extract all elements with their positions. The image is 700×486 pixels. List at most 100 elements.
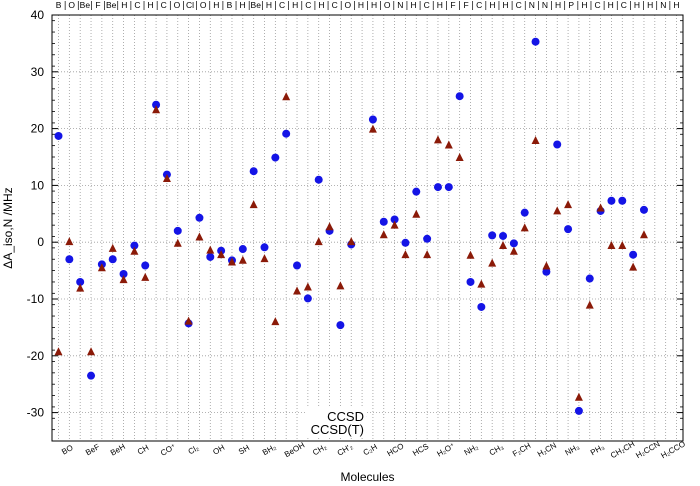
ccsd-point — [130, 241, 139, 250]
ccsd-point — [293, 261, 302, 270]
ccsd-point — [76, 277, 85, 286]
ccsd-point — [87, 371, 96, 380]
y-tick-label: 40 — [31, 8, 45, 22]
legend-background — [306, 408, 366, 438]
ccsd-point — [629, 250, 638, 259]
ccsd-t-point — [184, 316, 193, 325]
top-atom-label: H — [292, 0, 298, 10]
ccsd-point — [282, 129, 291, 138]
ccsd-t-point — [206, 245, 215, 254]
ccsd-point — [477, 302, 486, 311]
ccsd-point — [368, 115, 377, 124]
molecule-label: NH₂ — [463, 442, 480, 457]
top-atom-label: O — [68, 0, 75, 10]
ccsd-t-point — [238, 255, 247, 264]
plot-frame — [51, 14, 684, 442]
molecule-label: BO — [60, 443, 75, 457]
ccsd-point — [488, 231, 497, 240]
ccsd-t-point — [54, 347, 63, 356]
ccsd-t-point — [347, 237, 356, 246]
ccsd-t-point — [574, 392, 583, 401]
top-atom-label: N — [397, 0, 403, 10]
ccsd-point — [607, 196, 616, 205]
ccsd-point — [314, 175, 323, 184]
ccsd-point — [206, 252, 215, 261]
molecule-label: H₂CCO — [659, 439, 687, 460]
molecule-label: C₂H — [362, 442, 379, 457]
ccsd-t-point — [325, 222, 334, 231]
x-axis-title: Molecules — [340, 470, 394, 484]
molecule-label: BeH — [109, 442, 127, 458]
ccsd-point — [249, 167, 258, 176]
ccsd-point — [433, 183, 442, 192]
molecule-label: OH — [211, 443, 226, 457]
ccsd-point — [639, 205, 648, 214]
y-tick-label: 10 — [31, 178, 45, 192]
top-atom-label: H — [673, 0, 679, 10]
ccsd-t-point — [412, 209, 421, 218]
top-atom-label: H — [634, 0, 640, 10]
ccsd-point — [54, 131, 63, 140]
molecule-label: CH₃ — [488, 442, 505, 457]
top-atom-label: H — [410, 0, 416, 10]
ccsd-t-point — [293, 286, 302, 295]
top-atom-label: H — [213, 0, 219, 10]
top-atom-label: C — [476, 0, 482, 10]
top-atom-label: O — [344, 0, 351, 10]
y-tick-label: 20 — [31, 122, 45, 136]
ccsd-point — [423, 234, 432, 243]
top-atom-label: C — [424, 0, 430, 10]
top-atom-label: C — [332, 0, 338, 10]
top-atom-label: C — [279, 0, 285, 10]
ccsd-point — [108, 255, 117, 264]
ccsd-point — [379, 217, 388, 226]
molecule-labels: BO BeF BeH CH CO⁺ Cl₂ OH SH BH₂ BeOH CH₂ CH'₂ C₂H HCO… — [60, 439, 687, 460]
ccsd-t-point — [108, 243, 117, 252]
ccsd-point — [618, 196, 627, 205]
ccsd-t-point — [477, 279, 486, 288]
ccsd-point — [455, 92, 464, 101]
ccsd-t-point — [260, 254, 269, 263]
ccsd-t-point — [455, 153, 464, 161]
ccsd-point — [303, 294, 312, 303]
ccsd-t-point — [488, 258, 497, 267]
top-atom-label: O — [174, 0, 181, 10]
series-ccsd — [54, 37, 648, 421]
ccsd-t-point — [564, 200, 573, 209]
ccsd-t-point — [217, 250, 226, 259]
series-layer — [54, 37, 648, 433]
top-atom-label: H — [647, 0, 653, 10]
ccsd-t-point — [618, 241, 627, 250]
molecule-label: CO⁺ — [159, 442, 178, 458]
top-atom-labels: B O Be F Be H C H C O Cl O H B H Be H C H C H C O H H O N H C H F F C H H C… — [56, 0, 679, 10]
top-atom-label: N — [542, 0, 548, 10]
top-atom-label: N — [529, 0, 535, 10]
legend-entry: CCSD — [327, 409, 364, 424]
y-axis-title: ΔA_iso,N /MHz — [1, 187, 15, 268]
molecule-label: BeF — [84, 442, 101, 457]
ccsd-t-point — [531, 135, 540, 144]
molecule-label: CH₂CH — [609, 439, 636, 460]
ccsd-t-point — [423, 250, 432, 259]
ccsd-point — [238, 245, 247, 254]
y-tick-label: -10 — [27, 292, 45, 306]
ccsd-point — [271, 153, 280, 162]
ccsd-t-point — [390, 220, 399, 229]
top-atom-label: H — [489, 0, 495, 10]
top-atom-label: Cl — [186, 0, 194, 10]
ccsd-point — [336, 321, 345, 330]
ccsd-t-point — [520, 223, 529, 232]
top-atom-label: H — [266, 0, 272, 10]
top-atom-label: H — [502, 0, 508, 10]
y-axis: 40 30 20 10 0 -10 -20 -30 — [27, 8, 683, 442]
molecule-label: HCO — [386, 441, 406, 458]
ccsd-point — [542, 267, 551, 276]
molecule-label: SH — [237, 443, 251, 456]
ccsd-t-point — [76, 283, 85, 292]
molecule-label: PH₃ — [589, 442, 606, 457]
top-atom-label: H — [240, 0, 246, 10]
top-atom-label: O — [384, 0, 391, 10]
top-atom-label: F — [463, 0, 468, 10]
